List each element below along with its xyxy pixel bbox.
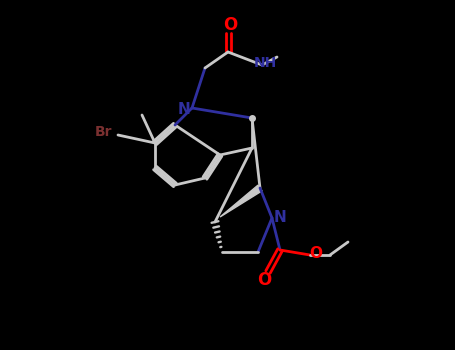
Text: O: O <box>257 271 271 289</box>
Text: O: O <box>223 16 237 34</box>
Text: Br: Br <box>94 125 112 139</box>
Text: O: O <box>309 245 323 260</box>
Text: N: N <box>273 210 286 225</box>
Polygon shape <box>220 185 262 217</box>
Text: N: N <box>177 103 190 118</box>
Text: NH: NH <box>253 56 277 70</box>
